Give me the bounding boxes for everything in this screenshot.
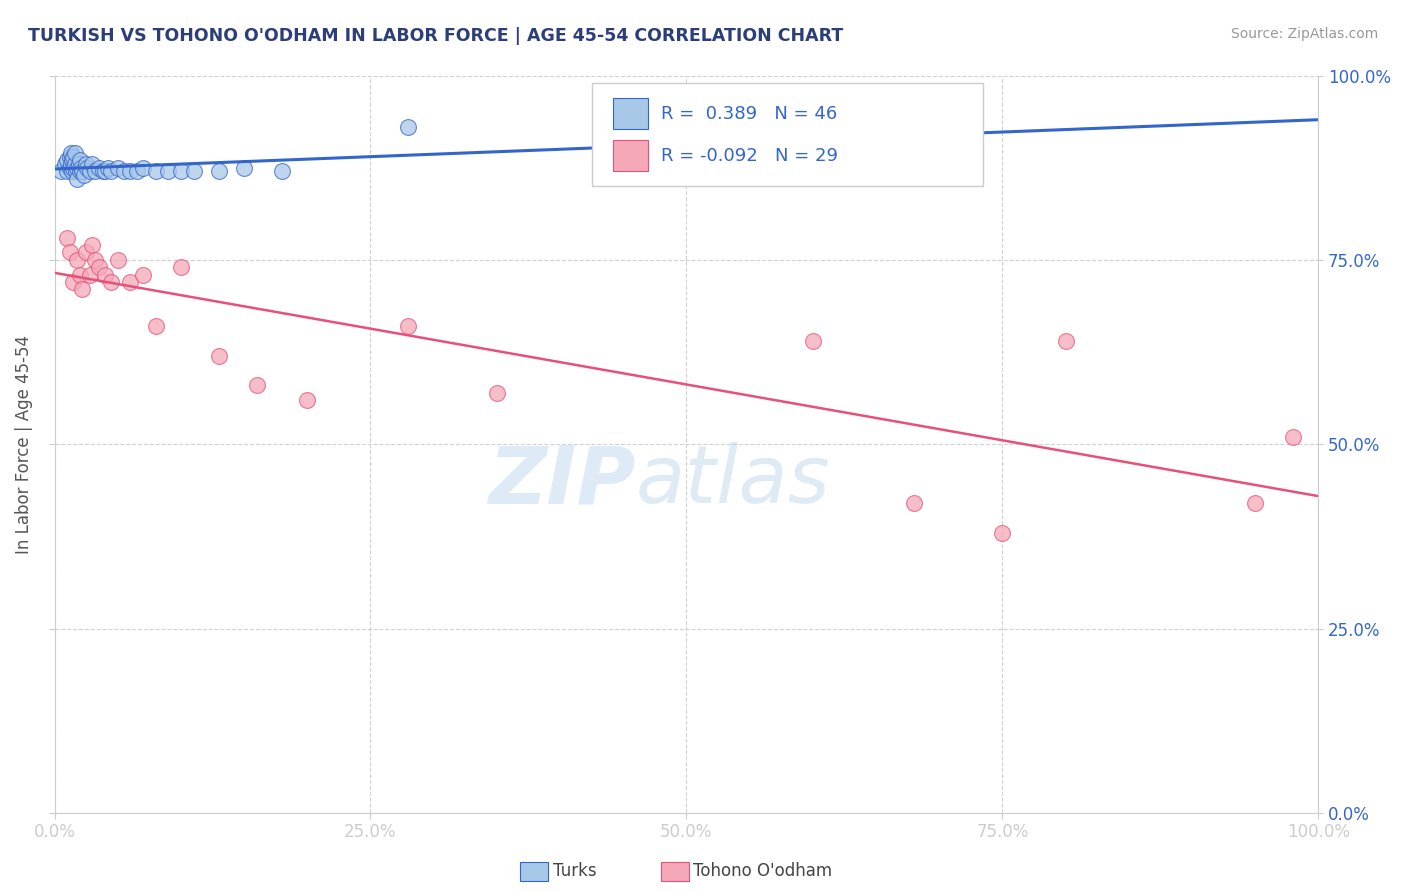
Point [87,260,110,275]
Point [72,168,94,182]
Point [903,496,925,510]
Point [107,161,129,175]
Point [991,525,1014,540]
Point [72,282,94,296]
Point [100,275,122,289]
Point [75,157,97,171]
Point [56,164,79,178]
Point [75,245,97,260]
Point [97,161,120,175]
Point [69,164,91,178]
FancyBboxPatch shape [592,83,983,186]
Point [72,164,94,178]
Point [183,164,205,178]
Point [66,252,89,267]
Point [79,164,101,178]
Point [396,120,419,135]
Point [56,231,79,245]
Point [70,161,93,175]
Text: atlas: atlas [636,442,831,520]
Point [56,153,79,168]
Text: TURKISH VS TOHONO O'ODHAM IN LABOR FORCE | AGE 45-54 CORRELATION CHART: TURKISH VS TOHONO O'ODHAM IN LABOR FORCE… [28,27,844,45]
Point [132,161,155,175]
Point [246,378,269,392]
Point [67,157,90,171]
Bar [613,140,648,171]
Text: Tohono O'odham: Tohono O'odham [693,863,832,880]
Point [233,161,256,175]
Point [59,150,82,164]
Point [59,157,82,171]
Point [82,157,104,171]
Point [91,164,114,178]
Point [79,268,101,282]
Point [396,319,419,334]
Point [59,161,82,175]
Point [62,150,84,164]
Point [1054,334,1077,348]
Point [485,385,508,400]
Point [170,164,193,178]
Point [60,153,83,168]
Bar [613,98,648,129]
Point [84,252,107,267]
Point [94,164,117,178]
Point [66,171,89,186]
Point [69,268,91,282]
Point [132,268,155,282]
Text: ZIP: ZIP [488,442,636,520]
Point [84,164,107,178]
Point [125,164,148,178]
Text: R = -0.092   N = 29: R = -0.092 N = 29 [661,147,838,165]
Point [59,245,82,260]
Point [69,153,91,168]
Point [63,157,86,171]
Point [63,145,86,160]
Point [120,275,142,289]
Point [208,349,231,363]
Point [66,161,89,175]
Text: Source: ZipAtlas.com: Source: ZipAtlas.com [1230,27,1378,41]
Point [271,164,294,178]
Point [1244,496,1267,510]
Point [82,238,104,252]
Text: Turks: Turks [553,863,596,880]
Y-axis label: In Labor Force | Age 45-54: In Labor Force | Age 45-54 [15,334,32,554]
Point [53,157,76,171]
Point [120,164,142,178]
Point [107,252,129,267]
Point [170,260,193,275]
Point [62,275,84,289]
Point [87,161,110,175]
Text: R =  0.389   N = 46: R = 0.389 N = 46 [661,105,838,123]
Point [1282,430,1305,444]
Point [100,164,122,178]
Point [76,161,98,175]
Point [297,392,319,407]
Point [60,164,83,178]
Point [145,164,167,178]
Point [94,268,117,282]
Point [65,164,87,178]
Point [49,164,72,178]
Point [112,164,135,178]
Point [145,319,167,334]
Point [62,161,84,175]
Point [157,164,180,178]
Point [801,334,824,348]
Point [208,164,231,178]
Point [59,145,82,160]
